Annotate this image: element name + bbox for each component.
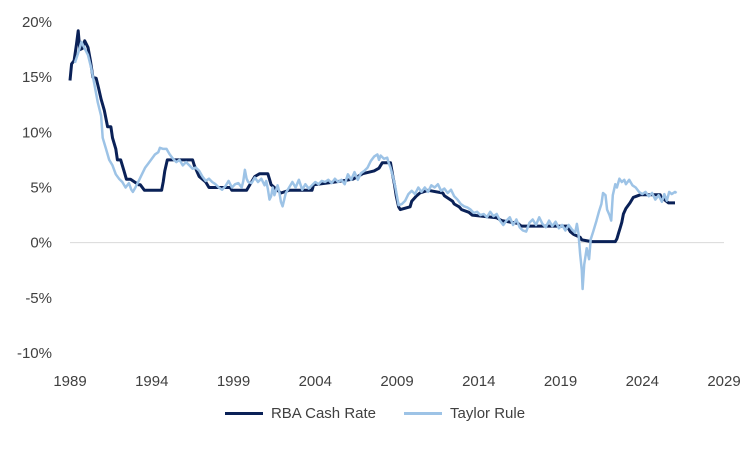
x-tick-label: 2004 [299, 373, 332, 390]
series-lines [68, 29, 678, 291]
x-tick-label: 2019 [544, 373, 577, 390]
y-tick-label: -5% [25, 290, 52, 307]
legend: RBA Cash Rate Taylor Rule [0, 405, 750, 422]
y-tick-label: 10% [22, 124, 52, 141]
y-tick-label: -10% [17, 345, 52, 362]
legend-swatch-taylor-rule [404, 412, 443, 415]
x-tick-label: 2009 [380, 373, 413, 390]
y-tick-label: 0% [30, 235, 52, 252]
x-tick-label: 2014 [462, 373, 495, 390]
x-tick-label: 2024 [626, 373, 659, 390]
legend-item-rba-cash-rate: RBA Cash Rate [224, 405, 377, 422]
y-tick-label: 15% [22, 69, 52, 86]
legend-swatch-rba-cash-rate [224, 412, 263, 415]
line-chart: -10% -5% 0% 5% 10% 15% 20% 1989 1994 1999 2004 200… [17, 14, 741, 390]
y-tick-label: 5% [30, 180, 52, 197]
x-tick-label: 1999 [217, 373, 250, 390]
series-line-rba-cash-rate [68, 29, 675, 244]
x-tick-label: 2029 [707, 373, 740, 390]
x-tick-label: 1994 [135, 373, 168, 390]
y-tick-label: 20% [22, 14, 52, 31]
legend-label-rba-cash-rate: RBA Cash Rate [270, 405, 377, 422]
x-tick-label: 1989 [53, 373, 86, 390]
x-axis-tick-labels: 1989 1994 1999 2004 2009 2014 2019 2024 2029 [53, 373, 740, 390]
legend-label-taylor-rule: Taylor Rule [450, 405, 526, 422]
series-line-taylor-rule [73, 40, 678, 291]
legend-item-taylor-rule: Taylor Rule [404, 405, 525, 422]
y-axis-tick-labels: -10% -5% 0% 5% 10% 15% 20% [17, 14, 52, 362]
